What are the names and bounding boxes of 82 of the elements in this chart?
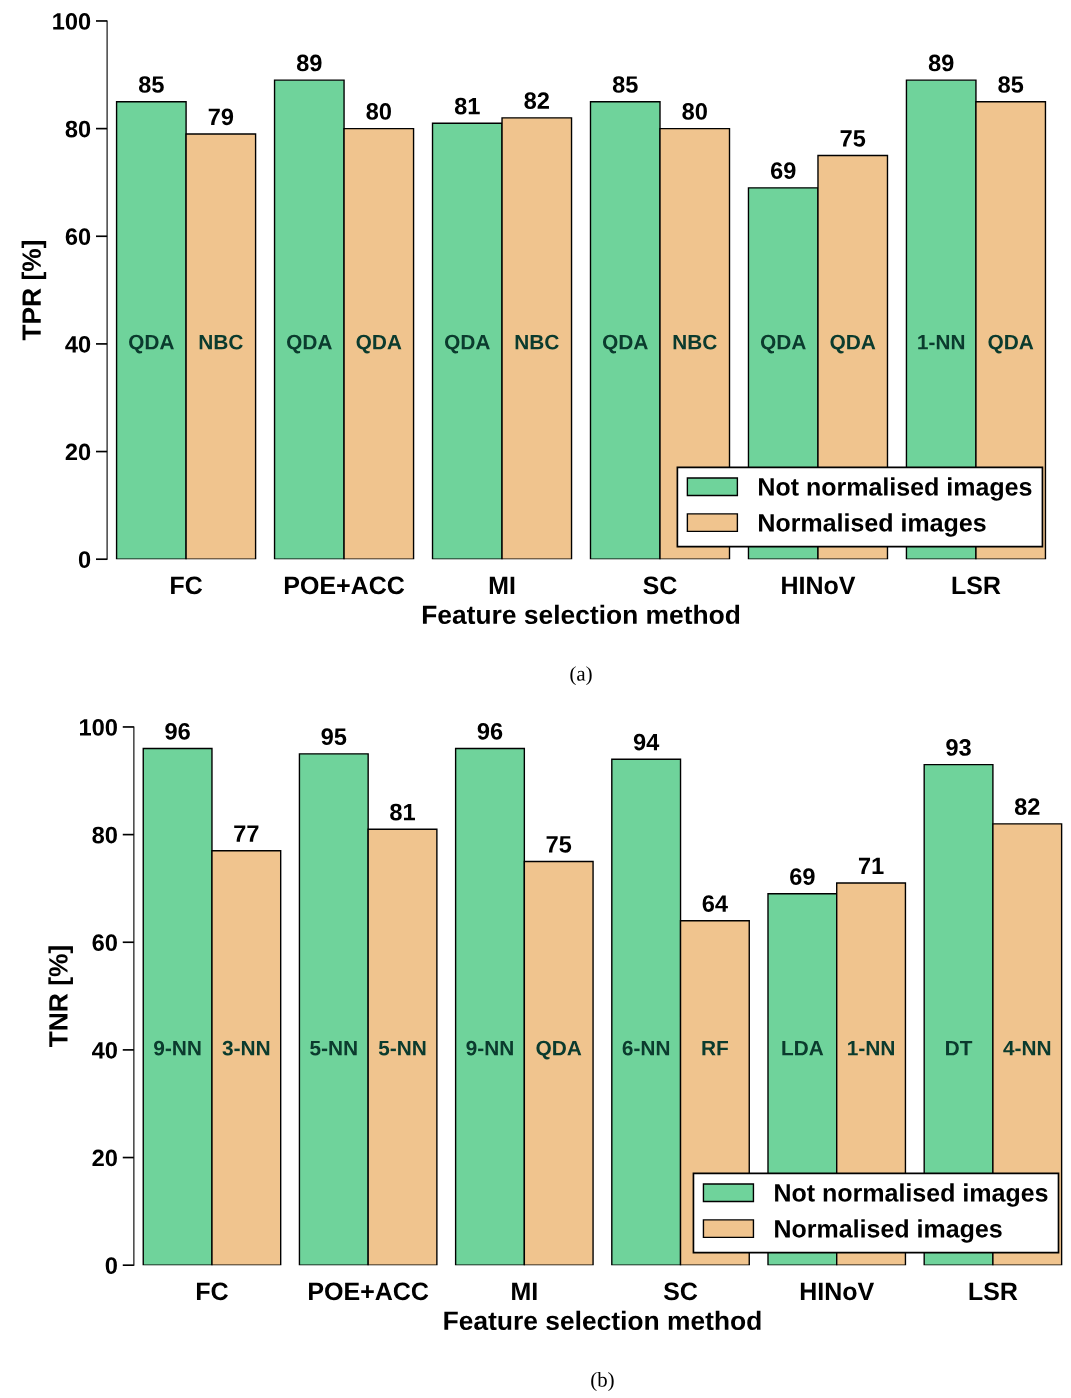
annotation: 5-NN bbox=[378, 1040, 426, 1056]
annotation: LDA bbox=[782, 1040, 824, 1056]
annotation: QDA bbox=[760, 334, 806, 354]
text: (b) bbox=[591, 1372, 614, 1392]
data-label: 89 bbox=[928, 54, 954, 72]
data-label: 82 bbox=[524, 92, 549, 110]
x-tick-label: HINoV bbox=[782, 576, 856, 595]
data-label: 80 bbox=[366, 103, 391, 120]
annotation: QDA bbox=[287, 334, 332, 354]
annotation: NBC bbox=[673, 334, 717, 350]
data-label: 77 bbox=[234, 825, 259, 842]
y-tick-label: 0 bbox=[78, 551, 91, 568]
y-axis-title: TNR [%] bbox=[48, 946, 73, 1048]
data-label: 75 bbox=[840, 130, 866, 147]
y-tick-label: 60 bbox=[65, 228, 91, 246]
data-label: 79 bbox=[208, 108, 234, 126]
data-label: 95 bbox=[321, 728, 347, 746]
data-label: 89 bbox=[296, 54, 322, 72]
x-tick-label: POE+ACC bbox=[284, 576, 405, 595]
x-tick-label: MI bbox=[489, 576, 515, 594]
annotation: 3-NN bbox=[222, 1040, 270, 1056]
data-label: 80 bbox=[682, 103, 707, 120]
y-tick-label: 100 bbox=[53, 13, 91, 30]
data-label: 64 bbox=[702, 895, 728, 912]
annotation: 9-NN bbox=[466, 1040, 513, 1056]
data-label: 85 bbox=[998, 76, 1024, 93]
annotation: 5-NN bbox=[310, 1040, 357, 1056]
annotation: QDA bbox=[602, 334, 648, 354]
legend-label: Not normalised images bbox=[775, 1183, 1048, 1207]
text: (a) bbox=[570, 666, 592, 686]
data-label: 75 bbox=[546, 836, 572, 853]
x-axis-title: Feature selection method bbox=[422, 604, 740, 625]
x-tick-label: LSR bbox=[952, 576, 1001, 595]
x-axis-title: Feature selection method bbox=[444, 1310, 761, 1331]
x-tick-label: FC bbox=[196, 1282, 228, 1301]
data-label: 94 bbox=[633, 733, 660, 751]
data-label: 81 bbox=[390, 803, 415, 821]
y-tick-label: 40 bbox=[65, 335, 91, 353]
y-tick-label: 20 bbox=[65, 443, 91, 461]
y-tick-label: 60 bbox=[92, 934, 117, 952]
annotation: QDA bbox=[536, 1040, 582, 1060]
annotation: DT bbox=[946, 1040, 973, 1056]
annotation: 1-NN bbox=[848, 1040, 894, 1056]
y-tick-label: 80 bbox=[65, 120, 91, 138]
y-tick-label: 40 bbox=[92, 1041, 117, 1059]
annotation: 1-NN bbox=[918, 334, 965, 350]
annotation: QDA bbox=[129, 334, 174, 354]
x-tick-label: HINoV bbox=[800, 1282, 875, 1301]
data-label: 85 bbox=[138, 76, 164, 93]
legend-label: Normalised images bbox=[775, 1219, 1002, 1243]
y-tick-label: 0 bbox=[105, 1257, 117, 1274]
data-label: 85 bbox=[612, 76, 638, 93]
annotation: 9-NN bbox=[154, 1040, 201, 1056]
x-tick-label: POE+ACC bbox=[309, 1282, 429, 1301]
y-tick-label: 20 bbox=[92, 1149, 117, 1167]
data-label: 93 bbox=[946, 739, 971, 756]
annotation: 4-NN bbox=[1003, 1040, 1051, 1056]
x-tick-label: SC bbox=[663, 1282, 698, 1301]
x-tick-label: FC bbox=[171, 576, 203, 595]
legend-label: Not normalised images bbox=[759, 477, 1032, 501]
data-label: 96 bbox=[165, 722, 190, 740]
data-label: 96 bbox=[477, 722, 503, 740]
y-tick-label: 100 bbox=[80, 719, 117, 736]
annotation: QDA bbox=[988, 334, 1034, 354]
x-tick-label: LSR bbox=[969, 1282, 1018, 1301]
data-label: 71 bbox=[858, 857, 884, 874]
annotation: QDA bbox=[356, 334, 402, 354]
x-tick-label: MI bbox=[512, 1282, 537, 1300]
annotation: QDA bbox=[830, 334, 876, 354]
data-label: 82 bbox=[1014, 798, 1040, 816]
data-label: 81 bbox=[454, 97, 480, 115]
legend-label: Normalised images bbox=[759, 513, 986, 537]
data-label: 69 bbox=[770, 162, 796, 179]
data-label: 69 bbox=[790, 868, 815, 885]
y-tick-label: 80 bbox=[92, 826, 117, 844]
annotation: 6-NN bbox=[622, 1040, 670, 1056]
annotation: NBC bbox=[199, 334, 243, 350]
y-axis-title: TPR [%] bbox=[21, 240, 47, 341]
annotation: RF bbox=[702, 1040, 729, 1056]
x-tick-label: SC bbox=[643, 576, 677, 595]
annotation: QDA bbox=[444, 334, 490, 354]
annotation: NBC bbox=[515, 334, 559, 350]
